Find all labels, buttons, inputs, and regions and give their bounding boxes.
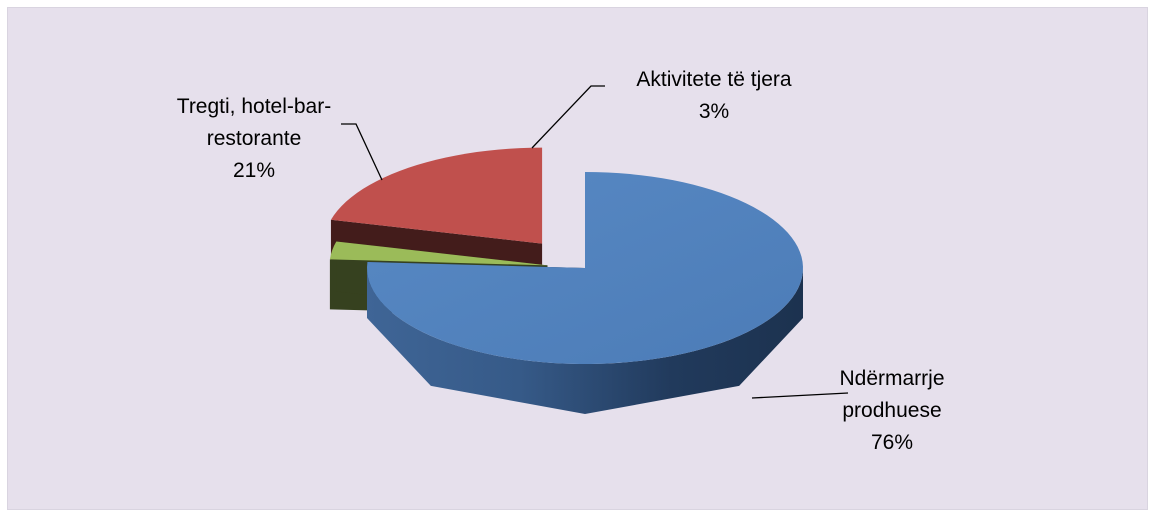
slice-category-label: Tregti, hotel-bar-: [177, 95, 331, 118]
pie-slice-0: [367, 172, 803, 414]
leader-line-1: [531, 85, 605, 149]
slice-category-label: Aktivitete të tjera: [636, 68, 792, 91]
slice-category-label: prodhuese: [842, 399, 941, 422]
leader-line-2: [341, 123, 383, 181]
slice-percent-label: 76%: [871, 431, 913, 454]
leader-line-0: [751, 392, 849, 399]
slice-side: [367, 268, 803, 414]
slice-percent-label: 21%: [233, 159, 275, 182]
chart-area: [7, 7, 1148, 510]
slice-top: [330, 147, 543, 244]
slice-top: [329, 241, 548, 266]
slice-top: [367, 172, 803, 364]
slice-percent-label: 3%: [699, 100, 729, 123]
slice-category-label: restorante: [207, 127, 302, 150]
slice-category-label: Ndërmarrje: [839, 367, 944, 390]
